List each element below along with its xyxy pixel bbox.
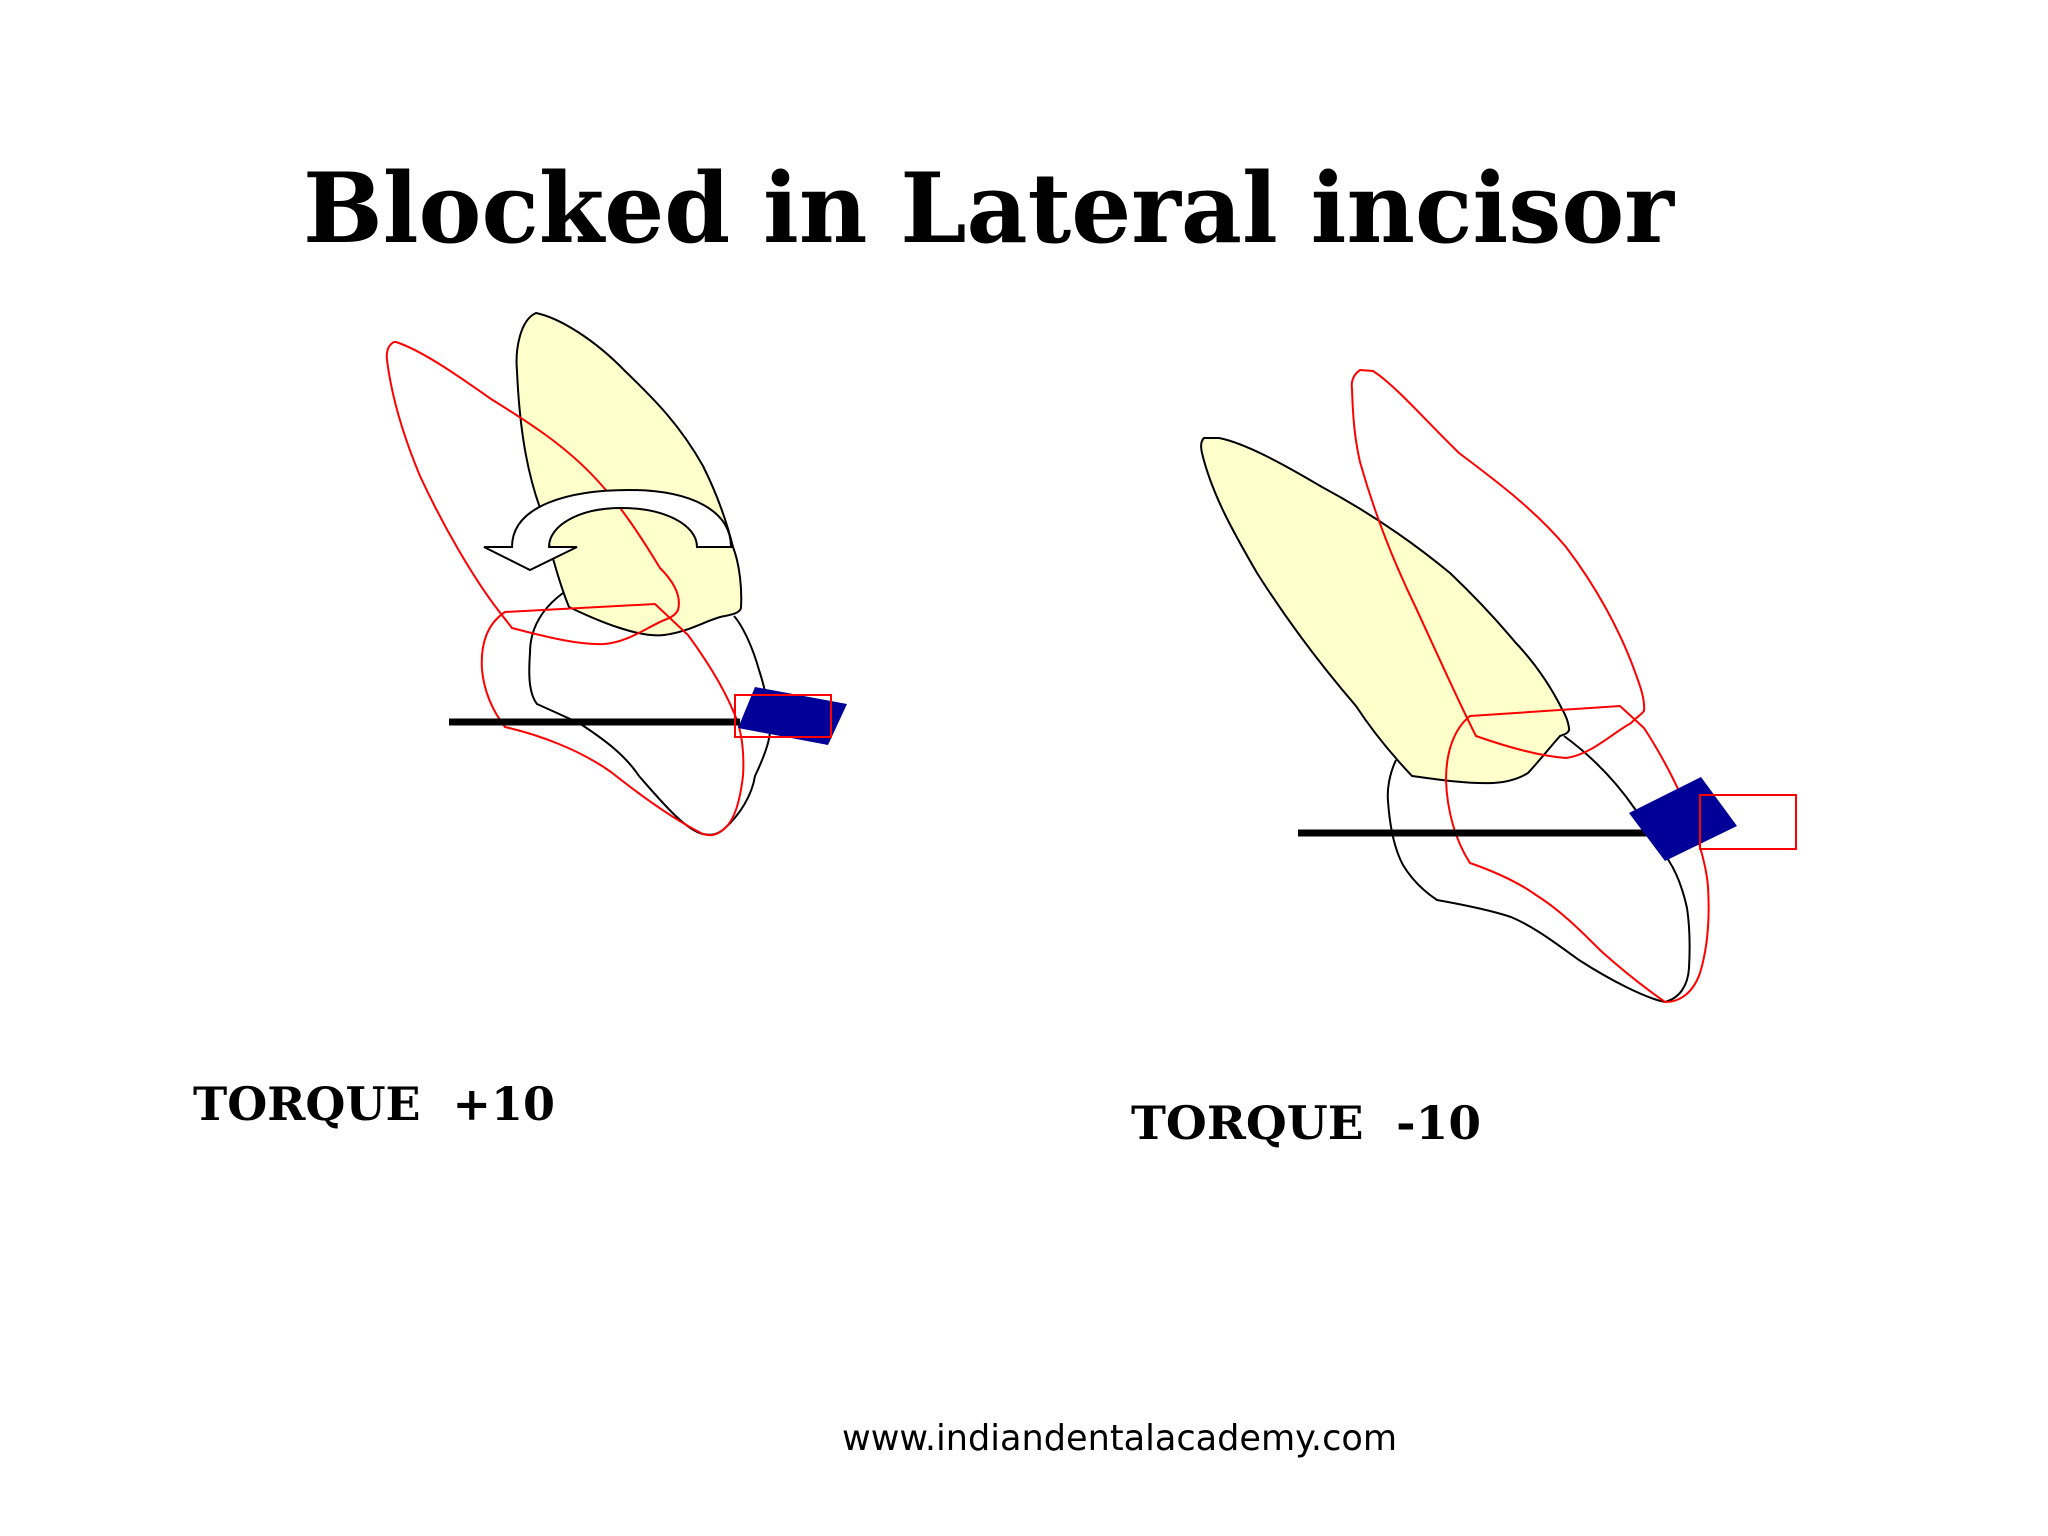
left-tooth-root <box>515 311 743 637</box>
footer-url: www.indiandentalacademy.com <box>842 1418 1397 1459</box>
left-diagram-torque-plus: TORQUE +10 <box>193 311 847 1131</box>
rotation-arrow-icon <box>483 488 733 572</box>
right-tooth-root <box>1200 437 1571 785</box>
right-torque-label: TORQUE -10 <box>1131 1096 1481 1150</box>
left-displaced-root <box>385 341 680 646</box>
right-displaced-root <box>1350 368 1646 760</box>
left-bracket <box>738 687 847 745</box>
left-torque-label: TORQUE +10 <box>193 1077 555 1131</box>
slide-title: Blocked in Lateral incisor <box>303 152 1675 265</box>
right-bracket <box>1629 777 1737 861</box>
left-bracket-slot-outline <box>734 694 832 738</box>
right-bracket-slot-outline <box>1699 794 1797 850</box>
right-diagram-torque-minus: TORQUE -10 <box>1131 368 1797 1150</box>
